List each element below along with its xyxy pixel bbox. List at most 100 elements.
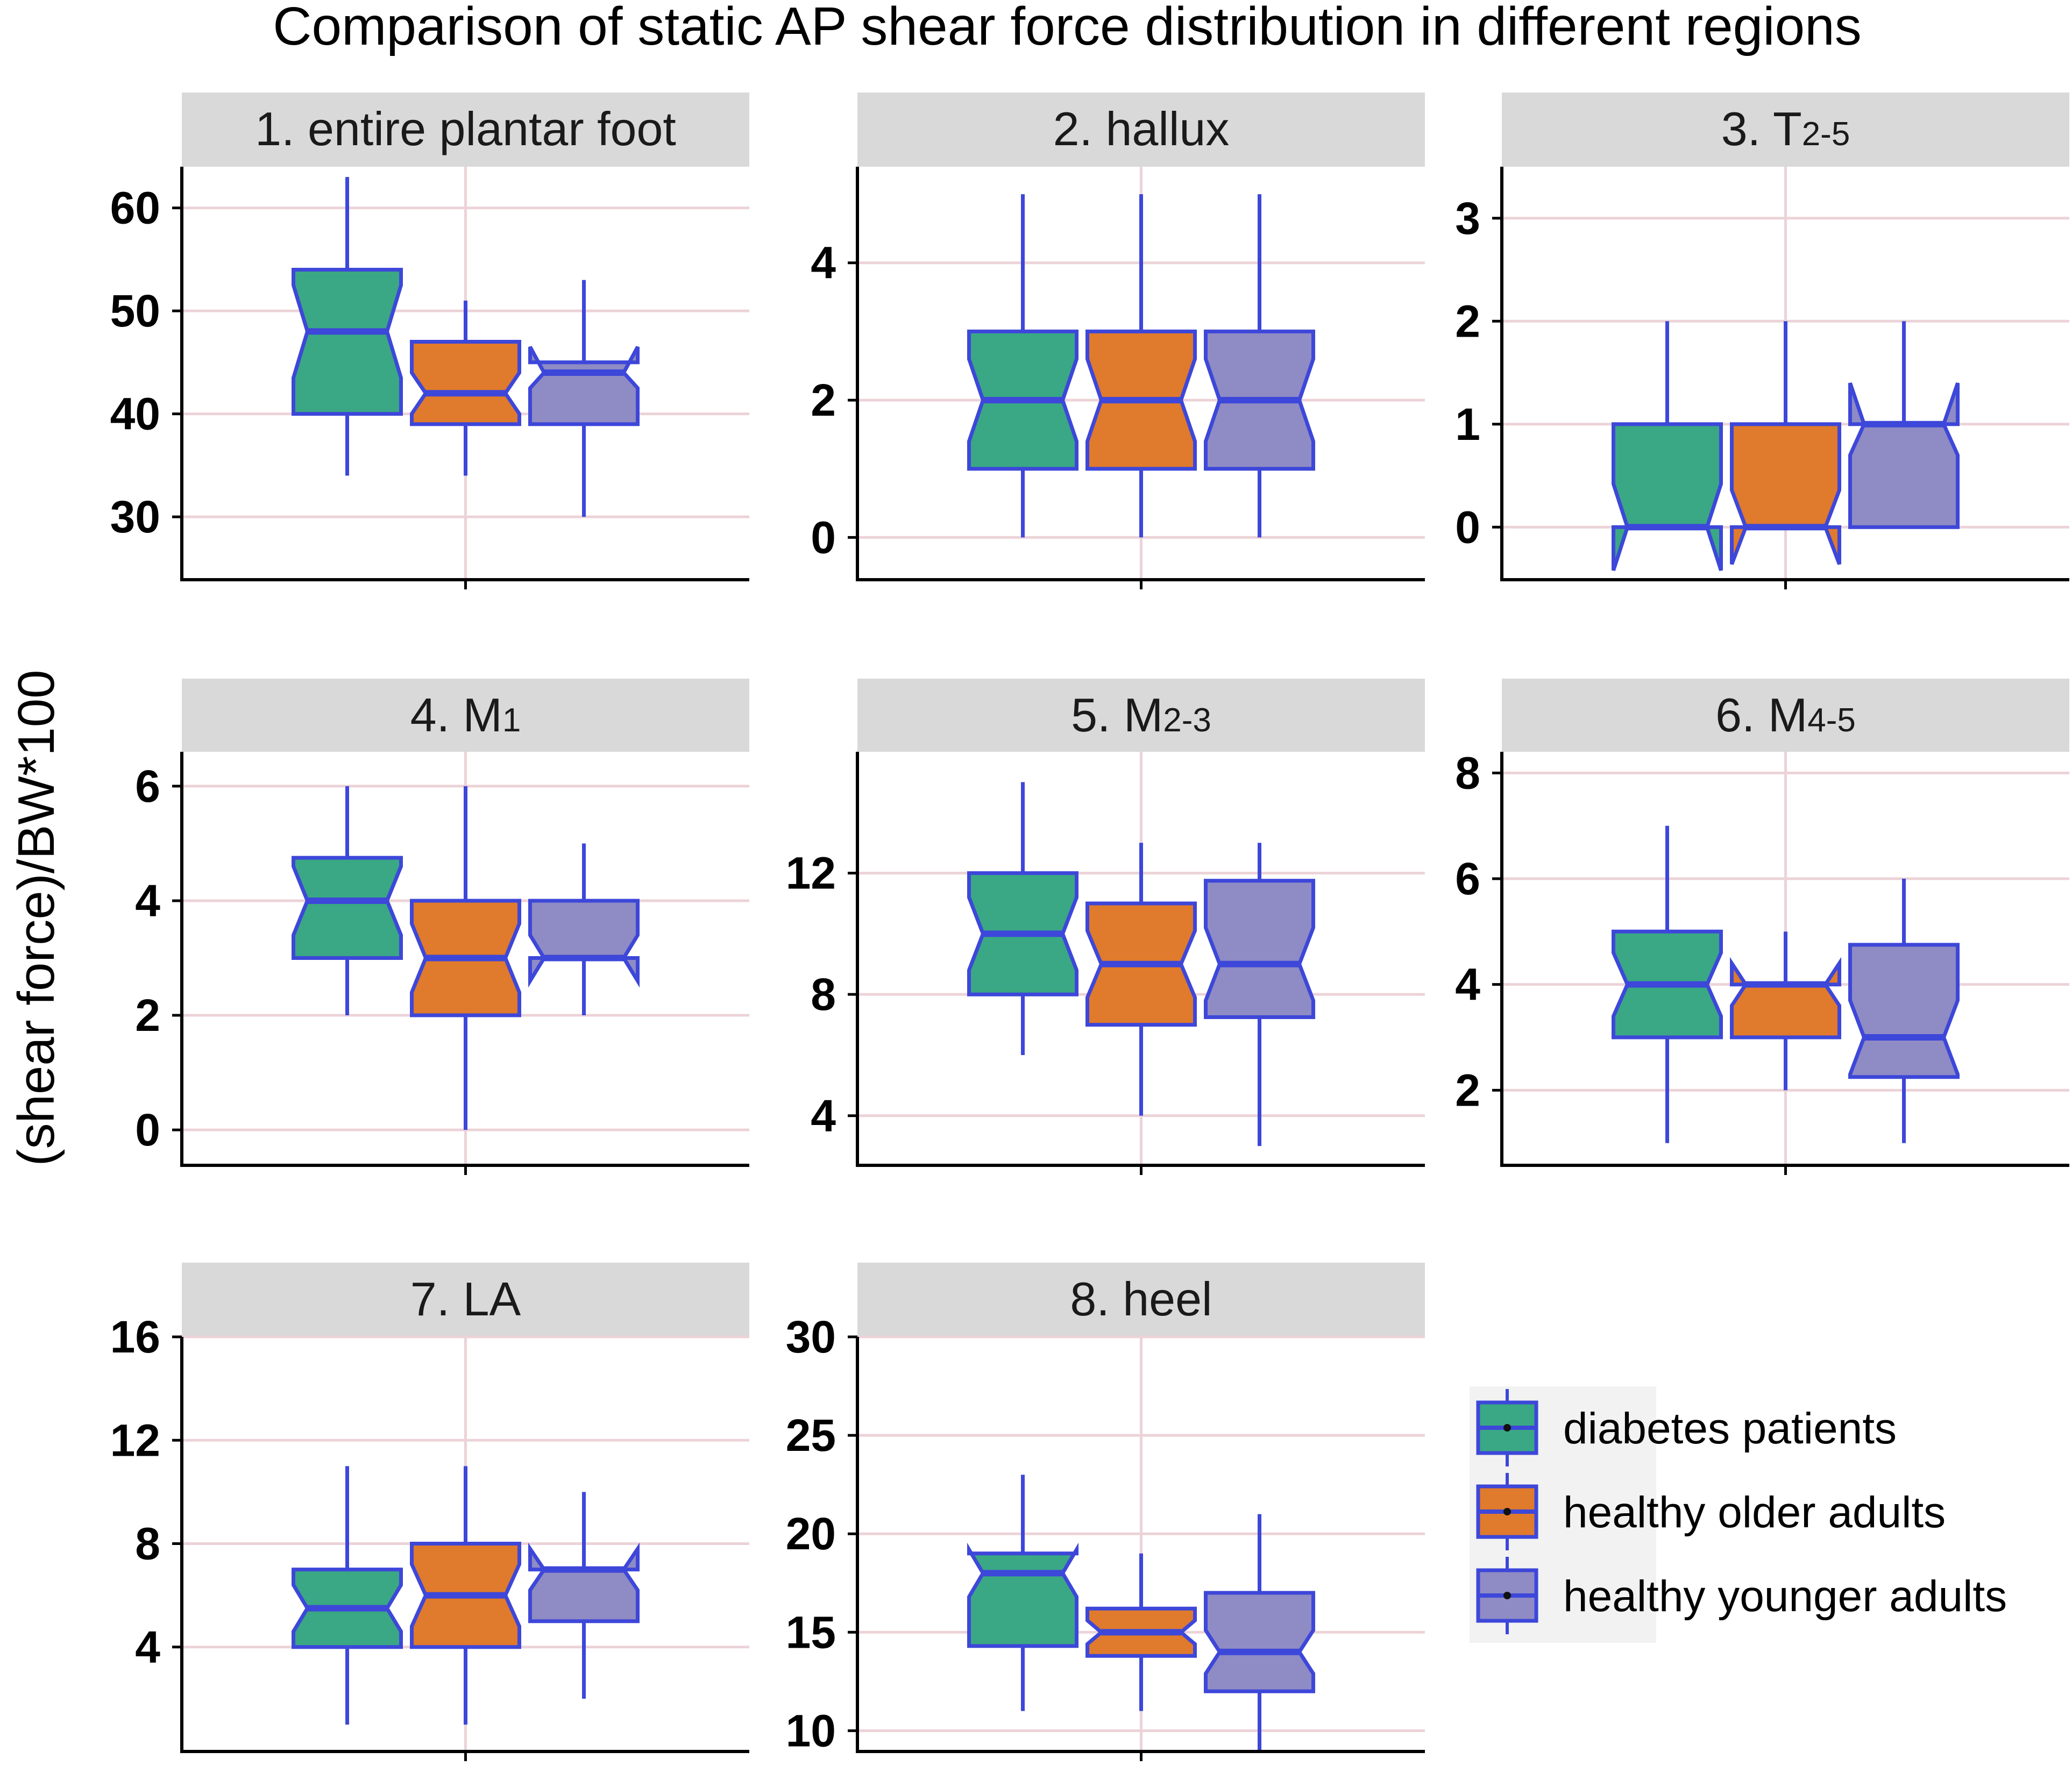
y-tick-label: 2 bbox=[1455, 296, 1480, 346]
box-body bbox=[528, 1542, 640, 1623]
y-tick-label: 3 bbox=[1455, 193, 1480, 244]
box-healthy-younger-adults bbox=[1204, 1514, 1315, 1750]
y-axis-label: (shear force)/BW*100 bbox=[8, 670, 65, 1166]
figure-title: Comparison of static AP shear force dist… bbox=[273, 0, 1861, 56]
y-tick-label: 20 bbox=[786, 1508, 836, 1559]
panel-strip bbox=[182, 1263, 749, 1337]
panel-6: 6. M4-5 2 4 6 8 bbox=[1455, 679, 2069, 1175]
panel-strip-label: 1. entire plantar foot bbox=[255, 102, 676, 155]
panel-5: 5. M2-3 4 8 12 bbox=[786, 679, 1425, 1175]
box-healthy-older-adults bbox=[1085, 1553, 1197, 1711]
box-healthy-younger-adults bbox=[1848, 879, 1960, 1143]
panel-1: 1. entire plantar foot 30 40 50 60 bbox=[110, 92, 749, 589]
panel-strip-label: 8. heel bbox=[1070, 1272, 1212, 1326]
panel-strip bbox=[857, 92, 1425, 167]
panel-strip bbox=[857, 1263, 1425, 1337]
panel-strip bbox=[1502, 679, 2069, 752]
box-healthy-older-adults bbox=[1085, 843, 1197, 1116]
legend-item: healthy older adults bbox=[1476, 1473, 1946, 1550]
y-tick-label: 2 bbox=[135, 990, 160, 1041]
panel-2: 2. hallux 0 2 4 bbox=[811, 92, 1425, 589]
legend-item: diabetes patients bbox=[1476, 1389, 1897, 1466]
panel-strip-label: 3. T2-5 bbox=[1721, 102, 1850, 155]
y-tick-label: 40 bbox=[110, 389, 160, 439]
legend-key-dot bbox=[1503, 1592, 1511, 1599]
box-body bbox=[410, 340, 521, 426]
box-healthy-older-adults bbox=[410, 786, 521, 1130]
box-healthy-younger-adults bbox=[528, 843, 640, 1016]
y-tick-label: 4 bbox=[811, 238, 836, 288]
y-tick-label: 10 bbox=[786, 1705, 836, 1756]
legend-label: healthy older adults bbox=[1563, 1488, 1946, 1537]
y-tick-label: 12 bbox=[786, 848, 836, 899]
y-tick-label: 16 bbox=[110, 1312, 160, 1362]
y-tick-label: 4 bbox=[1455, 959, 1480, 1010]
y-tick-label: 6 bbox=[1455, 853, 1480, 904]
panel-strip-label: 7. LA bbox=[410, 1272, 521, 1326]
y-tick-label: 2 bbox=[1455, 1065, 1480, 1115]
box-body bbox=[528, 899, 640, 988]
box-body bbox=[1204, 1591, 1315, 1693]
panel-strip bbox=[857, 679, 1425, 752]
panel-strip bbox=[1502, 92, 2069, 167]
box-healthy-younger-adults bbox=[1848, 321, 1960, 529]
box-healthy-younger-adults bbox=[1204, 194, 1315, 538]
y-tick-label: 0 bbox=[1455, 502, 1480, 552]
box-body bbox=[292, 856, 403, 960]
box-diabetes-patients bbox=[967, 194, 1078, 538]
box-healthy-younger-adults bbox=[528, 280, 640, 517]
box-diabetes-patients bbox=[967, 1475, 1078, 1711]
box-body bbox=[967, 1542, 1078, 1648]
box-body bbox=[528, 346, 640, 426]
panel-4: 4. M1 0 2 4 6 bbox=[135, 679, 749, 1175]
y-tick-label: 0 bbox=[811, 512, 836, 562]
panel-7: 7. LA 4 8 12 16 bbox=[110, 1263, 749, 1761]
legend-label: healthy younger adults bbox=[1563, 1572, 2007, 1621]
box-body bbox=[1730, 422, 1841, 565]
box-healthy-older-adults bbox=[1085, 194, 1197, 538]
box-diabetes-patients bbox=[292, 1466, 403, 1725]
legend: diabetes patients healthy older adults hea… bbox=[1470, 1386, 2007, 1643]
y-tick-label: 4 bbox=[135, 875, 160, 926]
box-healthy-older-adults bbox=[410, 1466, 521, 1725]
legend-key-dot bbox=[1503, 1508, 1511, 1515]
box-diabetes-patients bbox=[1612, 321, 1723, 571]
y-tick-label: 60 bbox=[110, 183, 160, 233]
y-tick-label: 0 bbox=[135, 1105, 160, 1155]
y-tick-label: 1 bbox=[1455, 399, 1480, 450]
y-tick-label: 4 bbox=[135, 1622, 160, 1672]
y-tick-label: 30 bbox=[786, 1312, 836, 1362]
y-tick-label: 30 bbox=[110, 492, 160, 542]
box-body bbox=[1204, 879, 1315, 1019]
y-tick-label: 4 bbox=[811, 1091, 836, 1141]
y-tick-label: 8 bbox=[135, 1519, 160, 1569]
panel-strip bbox=[182, 679, 749, 752]
box-healthy-older-adults bbox=[1730, 931, 1841, 1091]
box-diabetes-patients bbox=[292, 786, 403, 1016]
y-tick-label: 8 bbox=[1455, 747, 1480, 798]
panel-8: 8. heel 10 15 20 25 30 bbox=[786, 1263, 1425, 1761]
box-diabetes-patients bbox=[967, 782, 1078, 1055]
y-tick-label: 15 bbox=[786, 1607, 836, 1657]
panel-strip-label: 4. M1 bbox=[410, 688, 521, 742]
y-tick-label: 50 bbox=[110, 286, 160, 336]
box-diabetes-patients bbox=[1612, 825, 1723, 1143]
legend-key-dot bbox=[1503, 1424, 1511, 1432]
panel-strip-label: 2. hallux bbox=[1053, 102, 1230, 155]
box-body bbox=[1848, 943, 1960, 1079]
y-tick-label: 25 bbox=[786, 1410, 836, 1461]
panel-strip-label: 5. M2-3 bbox=[1071, 688, 1211, 742]
legend-item: healthy younger adults bbox=[1476, 1557, 2007, 1634]
box-diabetes-patients bbox=[292, 177, 403, 476]
box-body bbox=[1612, 422, 1723, 571]
box-body bbox=[292, 268, 403, 416]
y-tick-label: 8 bbox=[811, 969, 836, 1020]
box-healthy-older-adults bbox=[410, 300, 521, 476]
panel-strip-label: 6. M4-5 bbox=[1715, 688, 1856, 742]
panel-strip bbox=[182, 92, 749, 167]
y-tick-label: 12 bbox=[110, 1415, 160, 1465]
box-healthy-younger-adults bbox=[1204, 843, 1315, 1147]
y-tick-label: 2 bbox=[811, 375, 836, 425]
